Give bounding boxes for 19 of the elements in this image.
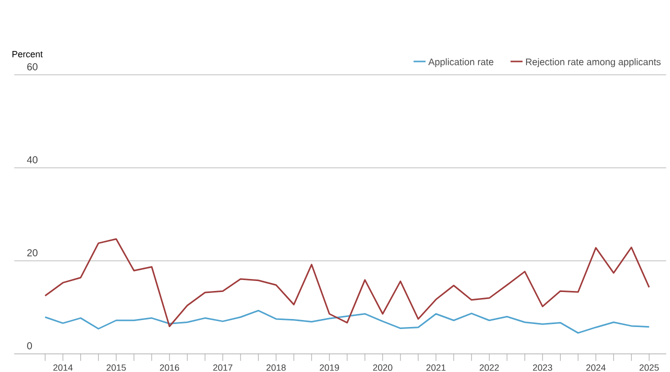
- x-tick-label: 2022: [480, 364, 499, 371]
- x-tick-label: 2017: [213, 364, 232, 371]
- y-axis-title: Percent: [12, 51, 43, 58]
- x-tick-label: 2016: [160, 364, 180, 371]
- x-tick-label: 2023: [533, 364, 552, 371]
- x-tick-label: 2025: [640, 364, 659, 371]
- x-tick-label: 2014: [53, 364, 73, 371]
- x-tick-label: 2024: [586, 364, 606, 371]
- x-tick-label: 2018: [266, 364, 286, 371]
- x-tick-label: 2015: [106, 364, 126, 371]
- x-tick-label: 2020: [373, 364, 392, 371]
- legend-label: Application rate: [428, 58, 494, 68]
- y-tick-label: 0: [27, 342, 32, 350]
- y-tick-label: 20: [27, 249, 38, 256]
- y-tick-label: 40: [26, 156, 38, 164]
- legend-label: Rejection rate among applicants: [526, 58, 661, 68]
- x-tick-label: 2021: [426, 364, 446, 371]
- y-tick-label: 60: [27, 63, 38, 70]
- x-tick-label: 2019: [320, 364, 339, 371]
